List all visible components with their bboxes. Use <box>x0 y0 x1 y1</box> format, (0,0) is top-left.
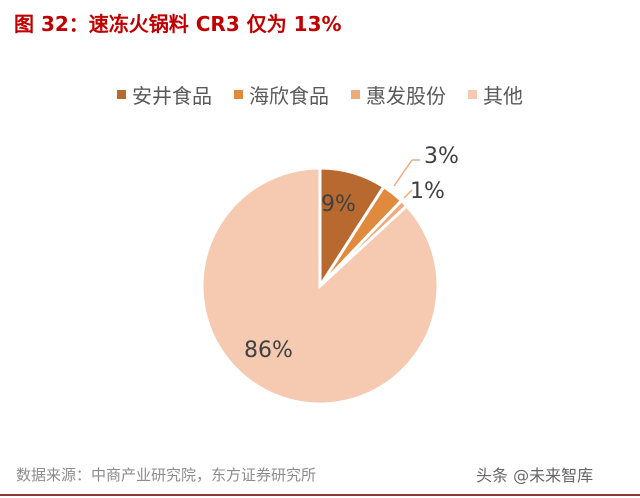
legend-label: 其他 <box>483 84 523 108</box>
legend-label: 海欣食品 <box>249 84 329 108</box>
legend-swatch <box>351 90 360 99</box>
watermark: 头条 @未来智库 <box>476 466 594 485</box>
source-note: 数据来源：中商产业研究院，东方证券研究所 <box>16 466 317 484</box>
divider <box>0 494 640 496</box>
legend-label: 安井食品 <box>132 84 212 108</box>
legend-label: 惠发股份 <box>366 84 446 108</box>
pie-slice-3 <box>200 166 440 406</box>
legend-item: 海欣食品 <box>234 80 329 109</box>
legend-item: 惠发股份 <box>351 80 446 109</box>
data-label: 9% <box>321 192 356 217</box>
data-label: 86% <box>244 338 293 363</box>
legend-swatch <box>468 90 477 99</box>
data-label: 1% <box>410 179 445 204</box>
leader-line-3pct <box>393 159 413 187</box>
legend-item: 安井食品 <box>117 80 212 109</box>
legend: 安井食品 海欣食品 惠发股份 其他 <box>0 80 640 109</box>
legend-swatch <box>117 90 126 99</box>
legend-swatch <box>234 90 243 99</box>
leader-line-1pct <box>403 189 413 199</box>
legend-item: 其他 <box>468 80 523 109</box>
chart-title: 图 32：速冻火锅料 CR3 仅为 13% <box>14 12 342 36</box>
data-label: 3% <box>424 144 459 169</box>
